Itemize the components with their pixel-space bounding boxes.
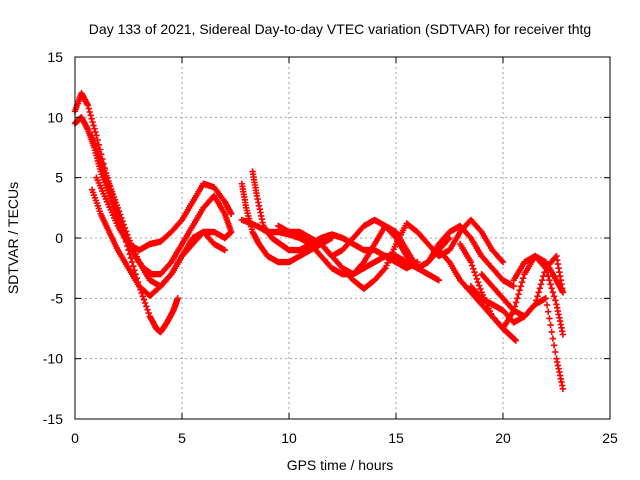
x-tick-label: 15 [388, 430, 404, 446]
series-sat-e [93, 174, 235, 254]
chart-title: Day 133 of 2021, Sidereal Day-to-day VTE… [89, 21, 591, 37]
series-sat-o [467, 283, 567, 392]
x-tick-label: 25 [602, 430, 618, 446]
y-axis-label: SDTVAR / TECUs [5, 182, 21, 294]
series-markers [510, 252, 567, 296]
data-points [71, 90, 567, 392]
x-tick-label: 0 [71, 430, 79, 446]
y-tick-label: 10 [47, 109, 63, 125]
series-sat-j [317, 216, 517, 290]
series-markers [317, 216, 517, 290]
y-tick-label: 5 [55, 170, 63, 186]
y-tick-label: -10 [43, 351, 63, 367]
series-markers [467, 283, 567, 392]
axis-ticks: 0 5 10 15 20 25 -15 -10 -5 0 5 10 15 [43, 49, 618, 446]
series-sat-p [510, 252, 567, 296]
series-markers [88, 186, 228, 300]
y-tick-label: 15 [47, 49, 63, 65]
x-axis-label: GPS time / hours [287, 457, 394, 473]
x-tick-label: 10 [281, 430, 297, 446]
y-tick-label: -15 [43, 411, 63, 427]
series-sat-k [339, 216, 507, 292]
series-markers [93, 174, 235, 254]
x-tick-label: 20 [495, 430, 511, 446]
x-tick-label: 5 [178, 430, 186, 446]
series-sat-d [88, 186, 228, 300]
series-markers [339, 216, 507, 292]
y-tick-label: 0 [55, 230, 63, 246]
y-tick-label: -5 [51, 290, 64, 306]
